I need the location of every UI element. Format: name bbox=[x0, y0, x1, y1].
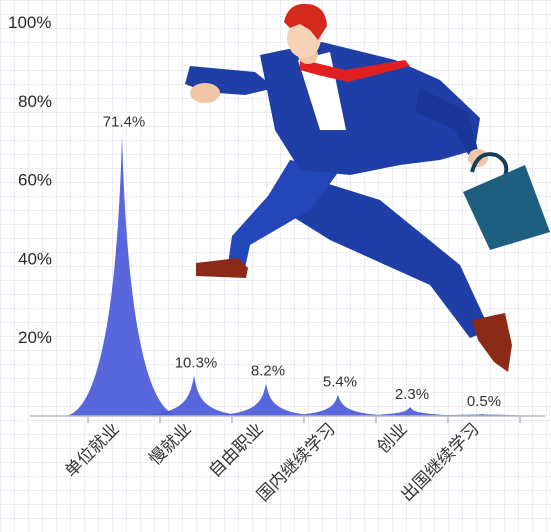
area-peak bbox=[64, 134, 180, 416]
hair bbox=[284, 3, 327, 40]
back-hand bbox=[190, 83, 220, 103]
area-peak bbox=[280, 394, 396, 416]
area-peak bbox=[352, 406, 468, 416]
data-label: 71.4% bbox=[103, 114, 146, 131]
data-label: 0.5% bbox=[467, 393, 501, 410]
y-tick-label: 40% bbox=[18, 249, 52, 268]
data-label: 10.3% bbox=[175, 354, 218, 371]
value-labels: 71.4% 10.3% 8.2% 5.4% 2.3% 0.5% bbox=[103, 114, 501, 410]
briefcase bbox=[463, 165, 550, 250]
running-businessman-illustration bbox=[185, 3, 550, 372]
y-axis-ticks: 100% 80% 60% 40% 20% bbox=[8, 13, 52, 347]
back-leg bbox=[290, 175, 490, 338]
y-tick-label: 100% bbox=[8, 13, 51, 32]
data-label: 8.2% bbox=[251, 363, 285, 380]
front-leg bbox=[228, 160, 340, 268]
data-label: 2.3% bbox=[395, 386, 429, 403]
y-tick-label: 20% bbox=[18, 328, 52, 347]
data-label: 5.4% bbox=[323, 374, 357, 391]
category-label: 单位就业 bbox=[61, 419, 123, 481]
category-label: 创业 bbox=[373, 419, 410, 456]
y-tick-label: 80% bbox=[18, 92, 52, 111]
y-tick-label: 60% bbox=[18, 171, 52, 190]
area-peak bbox=[208, 383, 324, 416]
category-labels: 单位就业 慢就业 自由职业 国内继续学习 创业 出国继续学习 bbox=[61, 419, 483, 505]
area-peak bbox=[136, 375, 252, 416]
briefcase-handle bbox=[470, 152, 509, 177]
back-shoe bbox=[472, 313, 512, 372]
category-label: 自由职业 bbox=[205, 419, 267, 481]
front-arm bbox=[415, 88, 478, 158]
tie bbox=[300, 60, 410, 82]
category-label: 慢就业 bbox=[145, 419, 195, 469]
x-axis-ticks bbox=[87, 416, 521, 423]
front-shoe bbox=[196, 258, 248, 278]
